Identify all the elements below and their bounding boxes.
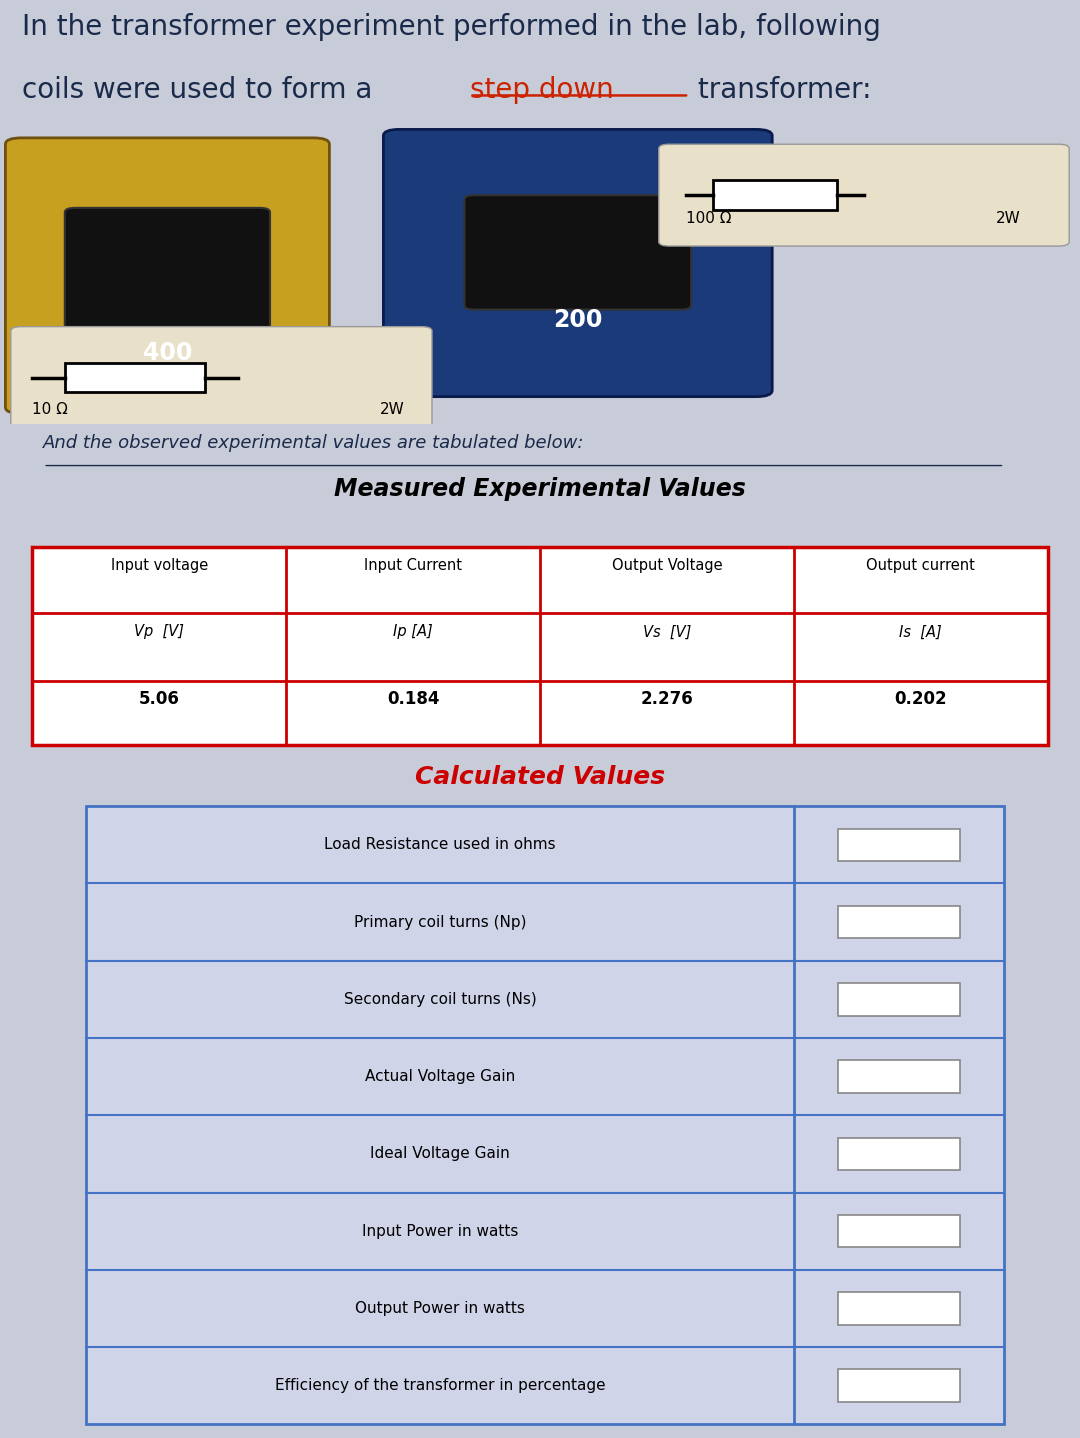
- Bar: [86, 807, 1004, 1424]
- FancyBboxPatch shape: [383, 129, 772, 397]
- Text: Measured Experimental Values: Measured Experimental Values: [334, 477, 746, 500]
- Text: Calculated Values: Calculated Values: [415, 765, 665, 789]
- Bar: [713, 180, 837, 210]
- Text: 0.202: 0.202: [894, 690, 947, 709]
- Text: Vs  [V]: Vs [V]: [643, 624, 691, 640]
- Text: And the observed experimental values are tabulated below:: And the observed experimental values are…: [43, 434, 584, 452]
- Bar: [838, 906, 960, 939]
- Text: Output Power in watts: Output Power in watts: [355, 1301, 525, 1316]
- Text: 2W: 2W: [380, 401, 405, 417]
- Bar: [65, 362, 205, 393]
- Text: Efficiency of the transformer in percentage: Efficiency of the transformer in percent…: [274, 1378, 606, 1393]
- Text: 2.276: 2.276: [640, 690, 693, 709]
- Text: Secondary coil turns (Ns): Secondary coil turns (Ns): [343, 992, 537, 1007]
- Text: Vp  [V]: Vp [V]: [134, 624, 185, 640]
- FancyBboxPatch shape: [65, 209, 270, 344]
- Bar: [32, 546, 1048, 745]
- Bar: [838, 1060, 960, 1093]
- Text: coils were used to form a: coils were used to form a: [22, 76, 381, 105]
- FancyBboxPatch shape: [464, 196, 691, 309]
- FancyBboxPatch shape: [11, 326, 432, 429]
- Text: 100 Ω: 100 Ω: [686, 211, 731, 226]
- Text: 2W: 2W: [996, 211, 1021, 226]
- Text: 200: 200: [553, 308, 603, 332]
- Text: In the transformer experiment performed in the lab, following: In the transformer experiment performed …: [22, 13, 880, 40]
- Text: Output Voltage: Output Voltage: [611, 558, 723, 574]
- Text: Input Power in watts: Input Power in watts: [362, 1224, 518, 1238]
- Bar: [838, 1215, 960, 1247]
- Bar: [838, 1369, 960, 1402]
- Text: Actual Voltage Gain: Actual Voltage Gain: [365, 1068, 515, 1084]
- Text: transformer:: transformer:: [689, 76, 872, 105]
- Text: 10 Ω: 10 Ω: [32, 401, 68, 417]
- Text: Input voltage: Input voltage: [110, 558, 208, 574]
- Bar: [838, 828, 960, 861]
- Text: Input Current: Input Current: [364, 558, 462, 574]
- Text: Ip [A]: Ip [A]: [393, 624, 433, 640]
- Text: Ideal Voltage Gain: Ideal Voltage Gain: [370, 1146, 510, 1162]
- Bar: [838, 984, 960, 1015]
- Text: Load Resistance used in ohms: Load Resistance used in ohms: [324, 837, 556, 853]
- FancyBboxPatch shape: [5, 138, 329, 414]
- Text: 5.06: 5.06: [139, 690, 179, 709]
- Bar: [838, 1137, 960, 1171]
- Text: 0.184: 0.184: [387, 690, 440, 709]
- Bar: [838, 1293, 960, 1324]
- Text: 400: 400: [143, 341, 192, 365]
- FancyBboxPatch shape: [659, 144, 1069, 246]
- Text: step down: step down: [470, 76, 613, 105]
- Text: Primary coil turns (Np): Primary coil turns (Np): [354, 915, 526, 929]
- Text: Output current: Output current: [866, 558, 975, 574]
- Text: Is  [A]: Is [A]: [900, 624, 942, 640]
